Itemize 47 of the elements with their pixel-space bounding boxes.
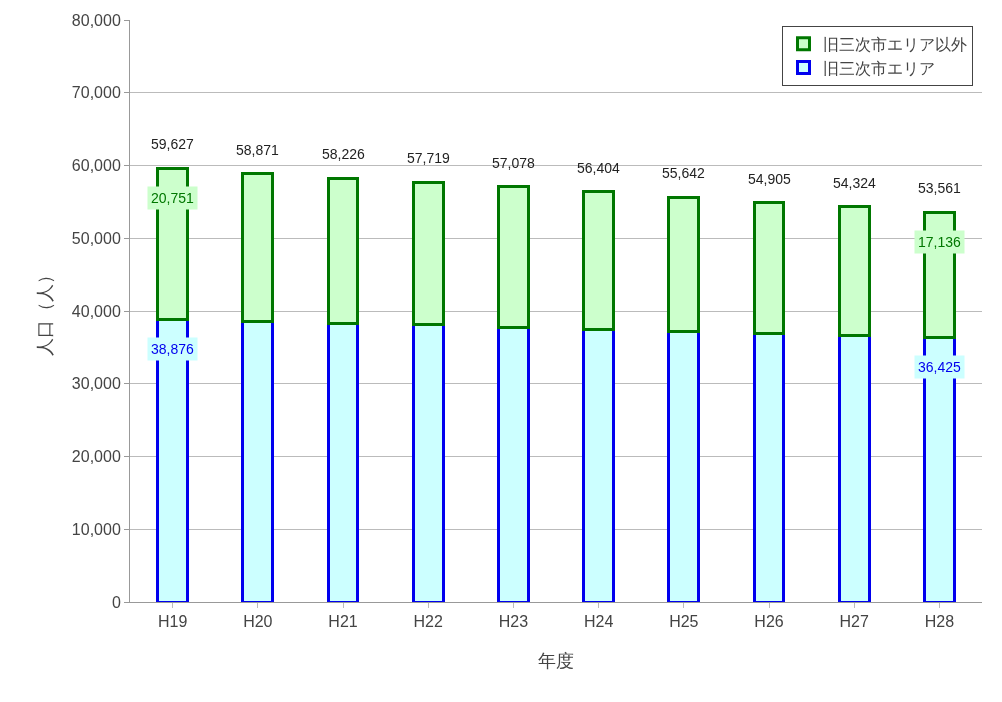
legend-label: 旧三次市エリア — [823, 59, 936, 77]
y-tick-label: 10,000 — [71, 520, 121, 538]
x-tick-label: H24 — [583, 613, 614, 631]
x-tick-label: H22 — [413, 613, 443, 631]
y-tick-label: 40,000 — [71, 302, 121, 320]
x-tick-label: H27 — [839, 613, 869, 631]
x-tick-label: H23 — [498, 613, 529, 631]
legend-label: 旧三次市エリア以外 — [823, 35, 968, 53]
bar — [326, 176, 360, 325]
data-label: 17,136 — [918, 234, 962, 250]
bar — [752, 332, 786, 602]
total-label: 58,226 — [322, 146, 366, 162]
bar — [241, 172, 275, 323]
y-tick-label: 50,000 — [71, 229, 121, 247]
x-axis-title: 年度 — [538, 651, 574, 672]
data-label: 36,425 — [918, 359, 962, 375]
x-tick-label: H20 — [243, 613, 273, 631]
x-tick-label: H26 — [754, 613, 784, 631]
y-tick-label: 70,000 — [71, 84, 121, 102]
total-label: 57,078 — [492, 155, 536, 171]
x-tick-label: H19 — [157, 613, 188, 631]
y-tick-label: 30,000 — [71, 375, 121, 393]
y-tick-label: 80,000 — [71, 11, 121, 29]
total-label: 53,561 — [918, 180, 962, 196]
y-tick-label: 60,000 — [71, 157, 121, 175]
x-tick-label: H25 — [669, 613, 699, 631]
y-tick-label: 0 — [111, 593, 121, 611]
bar — [837, 205, 871, 337]
data-label: 20,751 — [151, 190, 195, 206]
total-label: 57,719 — [407, 150, 451, 166]
data-label: 38,876 — [151, 341, 195, 357]
bar — [411, 180, 445, 327]
total-label: 55,642 — [662, 165, 706, 181]
total-label: 56,404 — [577, 160, 621, 176]
bar — [582, 190, 616, 331]
bar — [496, 185, 530, 329]
bar — [411, 323, 445, 602]
total-label: 54,905 — [748, 171, 792, 187]
total-label: 58,871 — [236, 142, 280, 158]
total-label: 54,324 — [833, 175, 877, 191]
bar — [752, 201, 786, 336]
bar — [667, 195, 701, 333]
total-label: 59,627 — [151, 136, 195, 152]
x-tick-label: H28 — [924, 613, 955, 631]
y-tick-label: 20,000 — [71, 448, 121, 466]
y-axis-title: 人口（人） — [35, 266, 56, 356]
x-tick-label: H21 — [328, 613, 358, 631]
